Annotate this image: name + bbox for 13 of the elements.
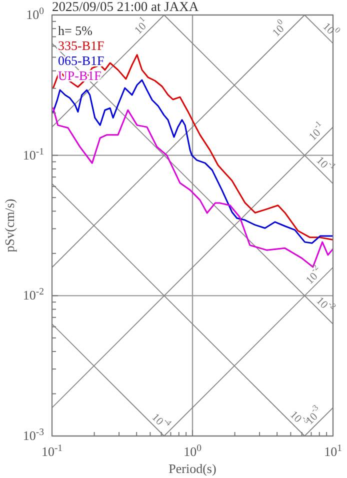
y-tick-label: 10$^{0}$ [26,6,44,22]
annotation: h= 5% [58,23,93,38]
series-label: 065-B1F [58,53,104,68]
x-tick-label: 10$^{-1}$ [41,442,63,459]
chart-title: 2025/09/05 21:00 at JAXA [52,0,199,14]
y-tick-label: 10$^{-3}$ [22,426,44,443]
y-axis-title: pSv(cm/s) [2,198,17,252]
y-tick-label: 10$^{-1}$ [22,146,44,162]
x-axis-title: Period(s) [168,461,216,476]
x-tick-label: 10$^{0}$ [184,442,202,459]
x-tick-label: 10$^{1}$ [324,442,342,459]
series-label: 335-B1F [58,38,104,53]
y-tick-label: 10$^{-2}$ [22,286,44,303]
